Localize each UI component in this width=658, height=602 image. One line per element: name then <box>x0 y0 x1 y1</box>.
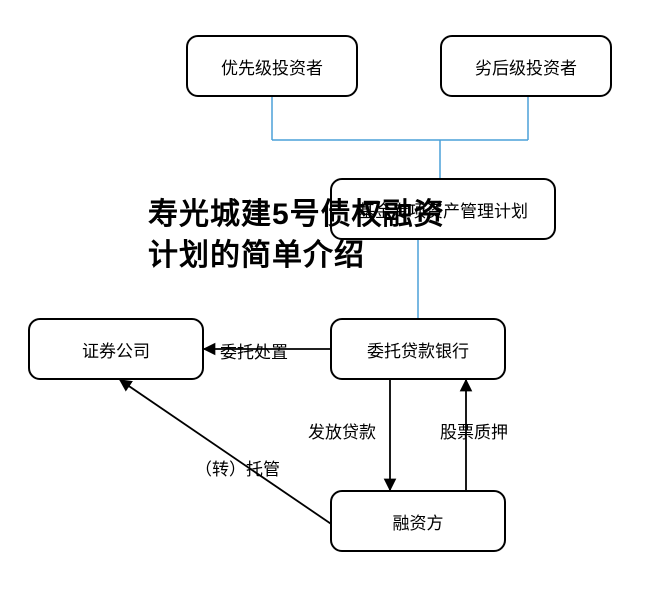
edge-label-pledge: 股票质押 <box>440 418 508 443</box>
node-entrusted-loan-bank: 委托贷款银行 <box>330 318 506 380</box>
title-line-1: 寿光城建5号债权融资 <box>148 195 445 236</box>
label-text: （转）托管 <box>195 460 280 479</box>
title-line-2: 计划的简单介绍 <box>148 236 445 277</box>
edge-label-entrust: 委托处置 <box>220 338 288 363</box>
node-label: 优先级投资者 <box>221 54 323 79</box>
node-label: 劣后级投资者 <box>475 54 577 79</box>
node-borrower: 融资方 <box>330 490 506 552</box>
edge-label-loan: 发放贷款 <box>308 418 376 443</box>
label-text: 委托处置 <box>220 343 288 362</box>
node-label: 融资方 <box>393 509 444 534</box>
overlay-title: 寿光城建5号债权融资 计划的简单介绍 <box>148 195 445 276</box>
node-securities-company: 证券公司 <box>28 318 204 380</box>
node-junior-investor: 劣后级投资者 <box>440 35 612 97</box>
node-label: 证券公司 <box>82 337 150 362</box>
node-label: 委托贷款银行 <box>367 337 469 362</box>
node-priority-investor: 优先级投资者 <box>186 35 358 97</box>
label-text: 发放贷款 <box>308 423 376 442</box>
edge-label-custody: （转）托管 <box>195 455 280 480</box>
label-text: 股票质押 <box>440 423 508 442</box>
